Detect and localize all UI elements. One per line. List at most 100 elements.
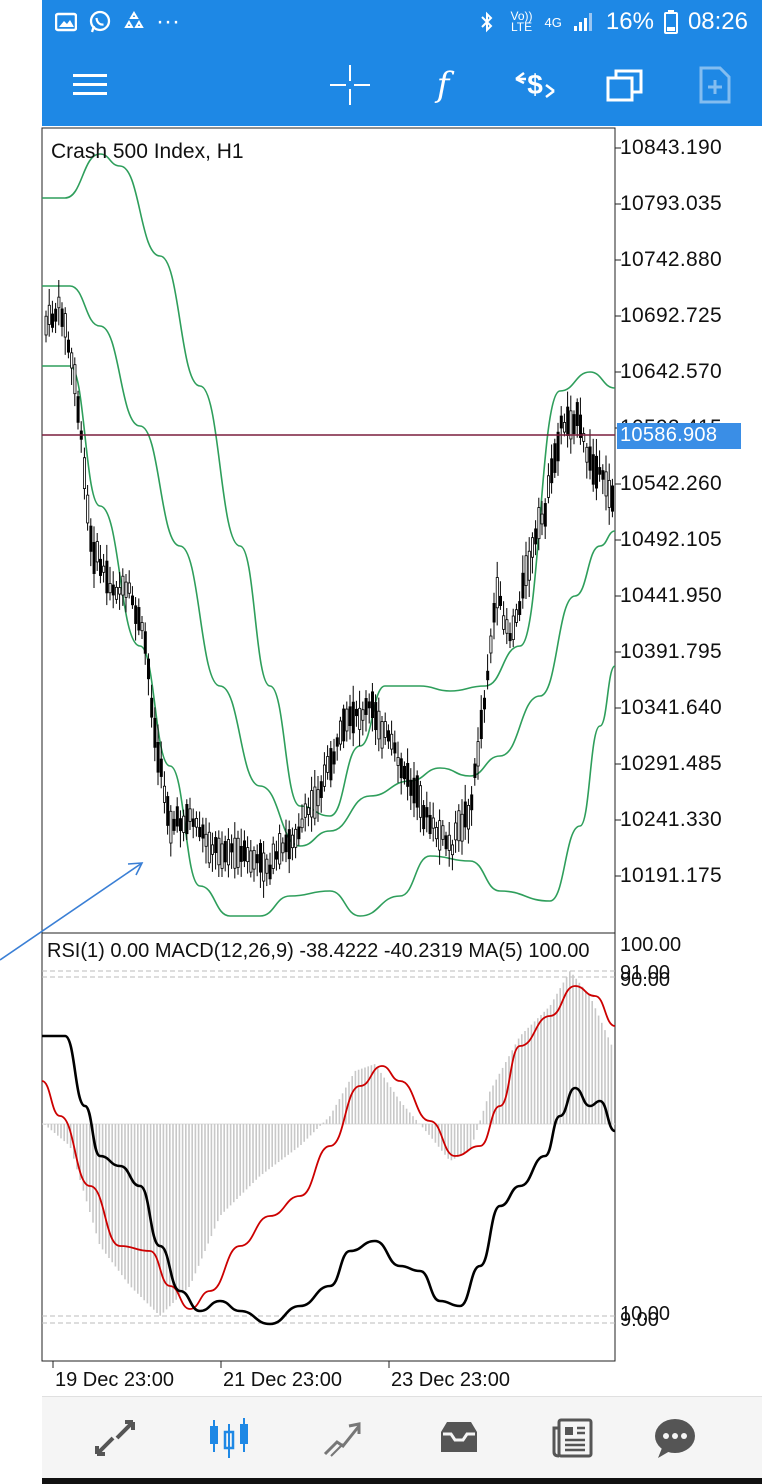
candle-body [566,406,570,436]
candle-body [44,315,48,336]
candle-body [428,814,432,835]
quotes-arrows-icon[interactable] [90,1413,140,1463]
candle-body [297,826,301,840]
candle-body [374,702,378,731]
candle-body [598,467,602,475]
trade-trend-icon[interactable] [318,1413,368,1463]
osc-level-lower-a: 10.00 [620,1303,671,1325]
document-add-icon[interactable] [692,62,738,108]
dollar-exchange-icon[interactable]: $ [512,62,558,108]
candle-body [204,833,208,847]
candle-body [332,751,336,765]
candle-body [479,709,483,740]
candlestick-icon[interactable] [204,1413,254,1463]
candle-body [76,396,80,423]
price-scale-label: 10642.570 [620,360,722,383]
candle-body [531,537,535,558]
whatsapp-icon [88,10,112,33]
candle-body [585,446,589,463]
candle-body [185,804,189,835]
candle-body [476,741,480,767]
status-left: ··· [54,8,180,36]
candle-body [89,525,93,552]
candle-body [265,858,269,874]
candle-body [169,810,173,844]
candle-body [444,835,448,850]
candle-body [380,721,384,749]
candle-body [527,550,531,581]
candle-body [412,777,416,804]
price-scale-label: 10793.035 [620,192,722,215]
candle-body [569,410,573,440]
candle-body [252,850,256,870]
candle-body [364,698,368,715]
candle-body [118,587,122,595]
app-toolbar: f $ [42,44,762,126]
price-scale-label: 10742.880 [620,248,722,271]
current-price-badge: 10586.908 [617,423,741,449]
candle-body [188,808,192,822]
main-chart-frame [41,127,616,934]
candle-body [54,308,58,322]
candle-body [223,841,227,863]
news-icon[interactable] [548,1413,598,1463]
candle-body [402,765,406,780]
function-icon[interactable]: f [436,65,450,105]
chart-area[interactable]: Crash 500 Index, H1 10843.190 10793.035 … [0,126,762,1396]
candle-body [111,584,115,596]
candle-body [518,601,522,615]
candle-body [262,852,266,882]
battery-percent: 16% [605,8,654,35]
candle-body [220,843,224,869]
crosshair-icon[interactable] [327,62,373,108]
candle-body [134,605,138,624]
candle-body [95,541,99,563]
candle-body [473,763,477,778]
candle-body [351,701,355,734]
candle-body [162,785,166,803]
oscillator-title: RSI(1) 0.00 MACD(12,26,9) -38.4222 -40.2… [47,940,590,962]
candle-body [393,742,397,754]
candle-body [57,296,61,309]
network-type: 4G [544,14,562,30]
candle-body [515,609,519,623]
candle-body [306,807,310,815]
candle-body [422,805,426,830]
price-scale-label: 10191.175 [620,864,722,887]
candle-body [607,480,611,508]
candle-body [595,455,599,489]
candle-body [319,781,323,798]
candle-body [105,560,109,594]
candle-body [226,839,230,866]
inbox-icon[interactable] [434,1413,484,1463]
candle-body [194,818,198,828]
candle-body [438,820,442,851]
candle-body [294,828,298,848]
price-chart[interactable] [0,126,762,1396]
candle-body [358,707,362,730]
candle-body [454,822,458,841]
hamburger-menu-icon[interactable] [67,62,113,108]
candle-body [390,733,394,750]
status-right: Vo)) LTE 4G 16% 08:26 [475,8,748,36]
candle-body [431,817,435,829]
candle-body [191,818,195,827]
candle-body [543,503,547,527]
candle-body [582,433,586,442]
candle-body [601,470,605,480]
price-scale-label: 10542.260 [620,472,722,495]
candle-body [342,708,346,742]
chat-bubble-icon[interactable] [650,1413,700,1463]
candle-body [486,670,490,681]
candle-body [303,803,307,818]
sync-icon [122,11,146,33]
candle-body [383,721,387,738]
candle-body [511,615,515,641]
candle-body [498,595,502,606]
price-scale-label: 10291.485 [620,752,722,775]
candle-body [559,415,563,429]
candle-body [329,748,333,781]
candle-body [233,837,237,869]
windows-icon[interactable] [602,62,648,108]
candle-body [406,763,410,787]
